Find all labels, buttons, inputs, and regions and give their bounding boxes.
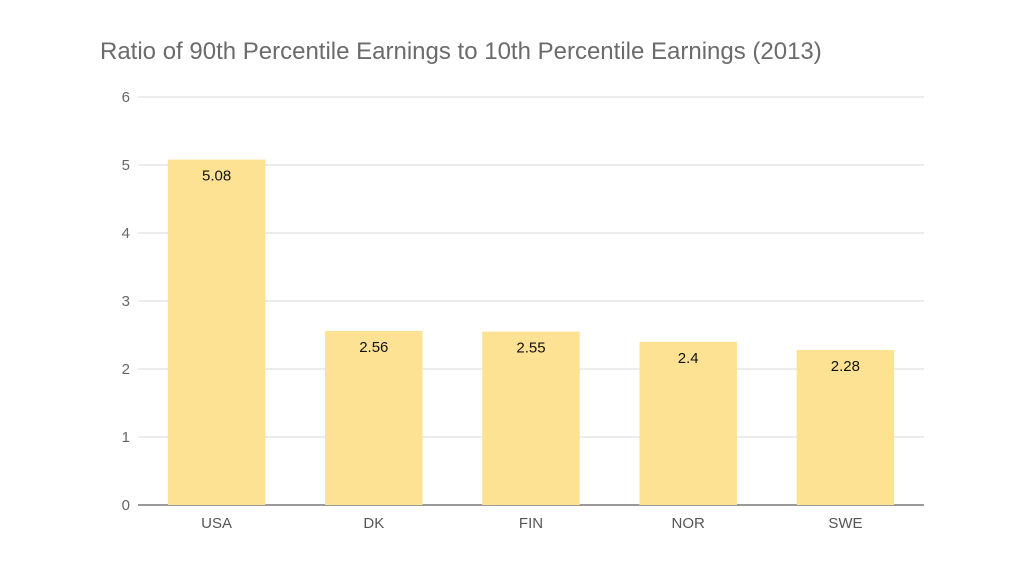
y-tick-label: 6 xyxy=(122,89,130,106)
bar xyxy=(325,330,423,505)
y-tick-label: 3 xyxy=(122,293,130,310)
bar xyxy=(639,341,737,505)
x-tick-label: USA xyxy=(201,515,232,532)
x-tick-label: DK xyxy=(363,515,384,532)
data-label: 2.28 xyxy=(831,358,860,375)
x-tick-label: FIN xyxy=(519,515,543,532)
bar xyxy=(796,349,895,505)
data-label: 2.55 xyxy=(516,340,545,357)
y-tick-label: 4 xyxy=(122,225,130,242)
bar xyxy=(167,159,266,505)
chart-title: Ratio of 90th Percentile Earnings to 10t… xyxy=(100,38,822,65)
x-tick-label: NOR xyxy=(672,515,706,532)
bars xyxy=(167,159,895,505)
y-tick-label: 0 xyxy=(122,497,130,514)
y-tick-label: 1 xyxy=(122,429,130,446)
y-tick-label: 5 xyxy=(122,157,130,174)
labels: 0 1 2 3 4 5 6 5.08 USA 2.56 DK 2.55 FIN 2.4 NOR 2.28 SWE xyxy=(122,89,863,532)
y-tick-label: 2 xyxy=(122,361,130,378)
data-label: 5.08 xyxy=(202,168,231,185)
data-label: 2.56 xyxy=(359,339,388,356)
x-tick-label: SWE xyxy=(828,515,862,532)
bar xyxy=(482,331,580,505)
data-label: 2.4 xyxy=(678,350,699,367)
